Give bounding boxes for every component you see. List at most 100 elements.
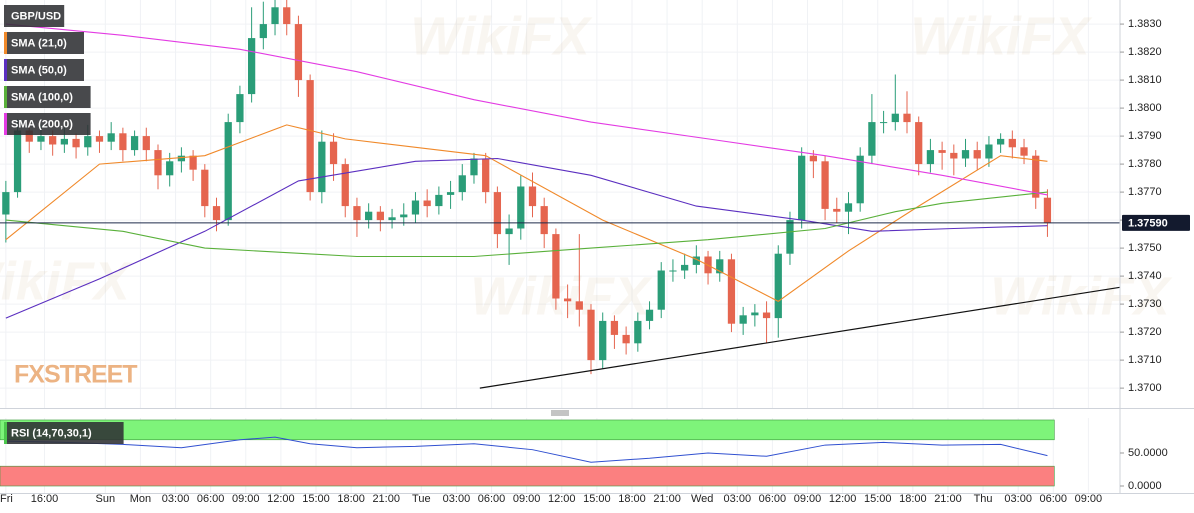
y-tick-label: 1.3790	[1128, 130, 1162, 142]
candle-body	[329, 141, 338, 165]
candle-body	[470, 158, 478, 176]
rsi-band	[0, 465, 1055, 487]
candle-body	[739, 315, 747, 324]
candle-body	[786, 220, 794, 254]
candle-body	[25, 130, 33, 142]
y-tick-label: 1.3730	[1128, 298, 1162, 310]
legend-entry-text: SMA (21,0)	[11, 37, 67, 49]
candle-body	[49, 136, 57, 145]
legend-entry-box	[4, 32, 84, 54]
rsi-y-tick-label: 50.0000	[1128, 447, 1168, 459]
candle-body	[142, 136, 150, 151]
candle-body	[599, 320, 607, 361]
candle-body	[212, 206, 221, 221]
candle-body	[727, 259, 736, 324]
candle-body	[1020, 147, 1028, 156]
candle-body	[365, 211, 373, 221]
candle-body	[1008, 138, 1016, 148]
x-tick-label: Tue	[412, 493, 431, 505]
watermark-layer: WikiFX WikiFX WikiFX WikiFX WikiFX FXSTREET	[0, 6, 1173, 388]
rsi-legend-box	[4, 422, 124, 444]
x-tick-label: 18:00	[618, 493, 646, 505]
candle-body	[353, 206, 361, 221]
trendline	[479, 286, 1121, 389]
candle-body	[563, 298, 572, 302]
candle-body	[154, 150, 162, 176]
candle-body	[821, 161, 829, 209]
candle-body	[973, 150, 981, 159]
candle-body	[119, 133, 127, 151]
y-tick-label: 1.3830	[1128, 18, 1162, 30]
candle-body	[903, 113, 911, 123]
candle-body	[528, 186, 537, 207]
legend-entry-text: SMA (100,0)	[11, 91, 73, 103]
panel-resize-handle[interactable]	[551, 410, 569, 416]
x-tick-label: 15:00	[864, 493, 892, 505]
sma-line	[5, 157, 1048, 319]
x-tick-label: 03:00	[724, 493, 752, 505]
candle-body	[411, 200, 420, 215]
x-tick-label: 12:00	[267, 493, 295, 505]
y-tick-label: 1.3810	[1128, 74, 1162, 86]
watermark-text: WikiFX	[470, 266, 653, 326]
rsi-legend-swatch	[4, 422, 7, 444]
legend-entry-swatch	[4, 59, 7, 81]
candle-body	[856, 155, 864, 204]
legend-entry-box	[4, 86, 91, 108]
x-tick-label: 03:00	[162, 493, 190, 505]
y-tick-label: 1.3780	[1128, 158, 1162, 170]
candle-body	[657, 270, 665, 310]
y-tick-label: 1.3800	[1128, 102, 1162, 114]
candle-body	[587, 309, 595, 361]
symbol-text: GBP/USD	[11, 10, 61, 22]
candle-body	[247, 38, 256, 95]
candle-body	[833, 208, 841, 212]
candle-body	[435, 194, 443, 207]
x-tick-label: 21:00	[934, 493, 962, 505]
candle-body	[458, 175, 466, 193]
x-tick-label: 12:00	[829, 493, 857, 505]
candle-body	[961, 150, 970, 159]
candle-body	[879, 122, 888, 124]
candle-body	[2, 192, 10, 215]
y-tick-label: 1.3720	[1128, 326, 1162, 338]
candle-body	[37, 136, 45, 142]
candle-body	[552, 234, 560, 299]
candle-body	[400, 214, 408, 218]
symbol-box	[4, 5, 65, 27]
candle-body	[774, 253, 782, 319]
x-tick-label: 09:00	[232, 493, 260, 505]
candle-body	[915, 122, 923, 165]
candle-body	[844, 203, 853, 212]
watermark-text: WikiFX	[410, 6, 593, 66]
candle-body	[517, 186, 525, 229]
x-tick-label: 16:00	[31, 493, 59, 505]
sma-line	[5, 191, 1048, 258]
last-price-box	[1122, 214, 1190, 231]
candle-body	[259, 24, 267, 39]
candle-body	[236, 94, 244, 123]
rsi-band	[0, 419, 1055, 441]
plot	[0, 0, 1121, 487]
candle-body	[798, 155, 806, 221]
candle-body	[306, 80, 314, 193]
x-tick-label: Fri	[0, 493, 13, 505]
x-tick-label: 18:00	[337, 493, 365, 505]
candle-body	[72, 138, 80, 148]
y-tick-label: 1.3770	[1128, 186, 1162, 198]
candle-body	[224, 122, 232, 221]
legend-entry-text: SMA (50,0)	[11, 64, 67, 76]
candle-body	[60, 138, 68, 145]
logo-text: FXSTREET	[14, 361, 137, 389]
candle-body	[645, 309, 654, 321]
candle-body	[482, 158, 490, 193]
candle-body	[692, 256, 700, 265]
y-tick-label: 1.3740	[1128, 270, 1162, 282]
x-tick-label: Wed	[691, 493, 713, 505]
legend-entry-swatch	[4, 86, 7, 108]
legend-entry-box	[4, 113, 91, 135]
x-tick-label: 09:00	[513, 493, 541, 505]
candle-body	[294, 24, 303, 81]
rsi-line	[5, 436, 1048, 463]
x-tick-label: 06:00	[197, 493, 225, 505]
